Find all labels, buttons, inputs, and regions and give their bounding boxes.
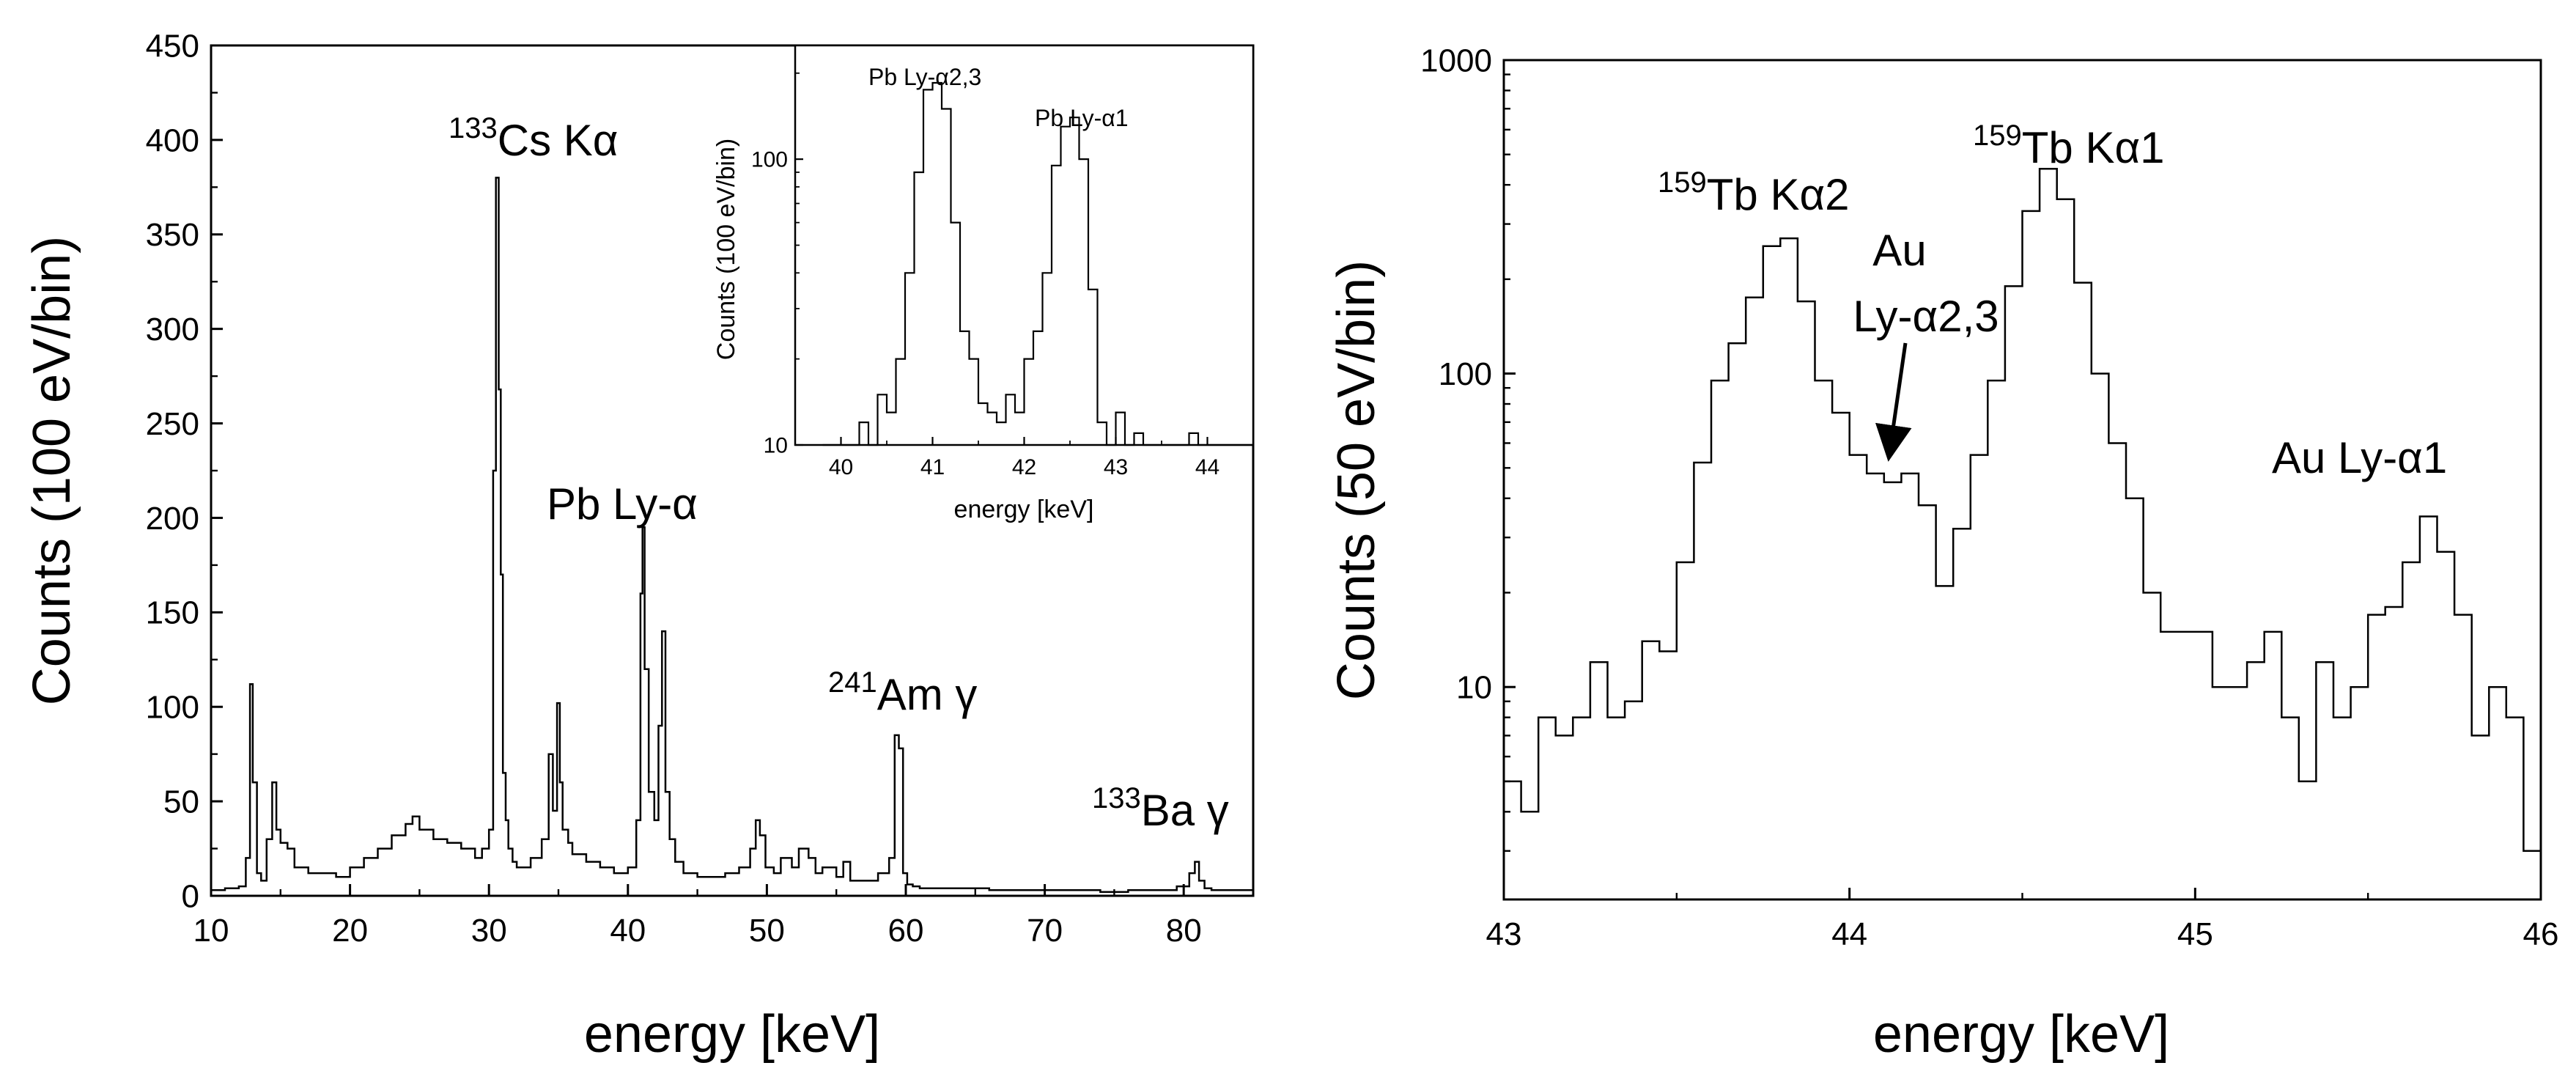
x-tick-label: 43 <box>1104 455 1128 479</box>
y-tick-label: 200 <box>146 501 199 537</box>
x-tick-label: 44 <box>1195 455 1219 479</box>
y-tick-label: 350 <box>146 217 199 253</box>
inset-y-axis-label: Counts (100 eV/bin) <box>712 139 740 360</box>
right-chart: 10 100 1000 43 44 45 46 energy [keV] Counts (… <box>1327 43 2558 1064</box>
inset-annotation-pb-ly-alpha23: Pb Ly-α2,3 <box>868 64 981 90</box>
x-tick-label: 45 <box>2177 916 2213 952</box>
x-tick-label: 41 <box>920 455 945 479</box>
x-tick-label: 10 <box>193 913 229 949</box>
y-tick-label: 450 <box>146 28 199 64</box>
x-tick-label: 42 <box>1012 455 1036 479</box>
right-x-ticks: 43 44 45 46 <box>1486 888 2559 952</box>
y-tick-label: 150 <box>146 595 199 631</box>
y-tick-label: 250 <box>146 406 199 442</box>
annotation-arrow <box>1875 342 1912 462</box>
left-y-ticks: 0 50 100 150 200 250 300 350 400 450 <box>146 28 223 914</box>
x-tick-label: 60 <box>888 913 924 949</box>
annotation-pb-ly-alpha: Pb Ly-α <box>547 479 698 529</box>
right-x-axis-label: energy [keV] <box>1873 1005 2169 1064</box>
inset-annotation-pb-ly-alpha1: Pb Ly-α1 <box>1035 105 1129 131</box>
y-tick-label: 0 <box>182 878 199 914</box>
right-y-axis-label: Counts (50 eV/bin) <box>1327 260 1386 700</box>
right-y-ticks: 10 100 1000 <box>1420 43 1516 852</box>
x-tick-label: 20 <box>332 913 368 949</box>
y-tick-label: 50 <box>163 784 199 820</box>
y-tick-label: 100 <box>1439 356 1492 392</box>
x-tick-label: 40 <box>610 913 646 949</box>
left-spectrum-line <box>211 177 1253 894</box>
left-y-axis-label: Counts (100 eV/bin) <box>23 236 81 705</box>
inset-x-axis-label: energy [keV] <box>954 496 1094 523</box>
left-x-ticks: 10 20 30 40 50 60 70 80 <box>193 884 1202 949</box>
x-tick-label: 30 <box>471 913 507 949</box>
annotation-au: Au <box>1872 226 1926 275</box>
y-tick-label: 100 <box>751 148 788 172</box>
annotation-ba-gamma: 133Ba γ <box>1092 782 1229 835</box>
y-tick-label: 400 <box>146 122 199 158</box>
x-tick-label: 46 <box>2523 916 2559 952</box>
x-tick-label: 80 <box>1166 913 1202 949</box>
y-tick-label: 300 <box>146 312 199 347</box>
annotation-cs-kalpha: 133Cs Kα <box>449 112 618 165</box>
right-spectrum-line <box>1504 168 2541 853</box>
annotation-au-ly-alpha1: Au Ly-α1 <box>2272 433 2447 482</box>
y-tick-label: 10 <box>764 434 788 458</box>
y-tick-label: 100 <box>146 690 199 726</box>
inset-x-ticks: 40 41 42 43 44 <box>829 437 1219 479</box>
x-tick-label: 43 <box>1486 916 1522 952</box>
annotation-tb-kalpha1: 159Tb Kα1 <box>1973 119 2165 172</box>
inset-chart: 10 100 40 41 42 43 44 energy [keV] Counts (10… <box>712 44 1255 523</box>
left-x-axis-label: energy [keV] <box>584 1005 880 1064</box>
annotation-am-gamma: 241Am γ <box>828 666 977 719</box>
y-tick-label: 1000 <box>1420 43 1492 78</box>
x-tick-label: 40 <box>829 455 853 479</box>
annotation-tb-kalpha2: 159Tb Kα2 <box>1658 166 1850 219</box>
left-chart: 0 50 100 150 200 250 300 350 400 450 10 20 30 40 50 60… <box>23 28 1255 1064</box>
inset-y-ticks: 10 100 <box>751 72 803 458</box>
y-tick-label: 10 <box>1456 670 1492 706</box>
x-tick-label: 70 <box>1027 913 1063 949</box>
x-tick-label: 44 <box>1831 916 1867 952</box>
annotation-au-ly-alpha23: Ly-α2,3 <box>1853 292 1999 341</box>
inset-spectrum-line <box>822 81 1253 446</box>
x-tick-label: 50 <box>749 913 785 949</box>
